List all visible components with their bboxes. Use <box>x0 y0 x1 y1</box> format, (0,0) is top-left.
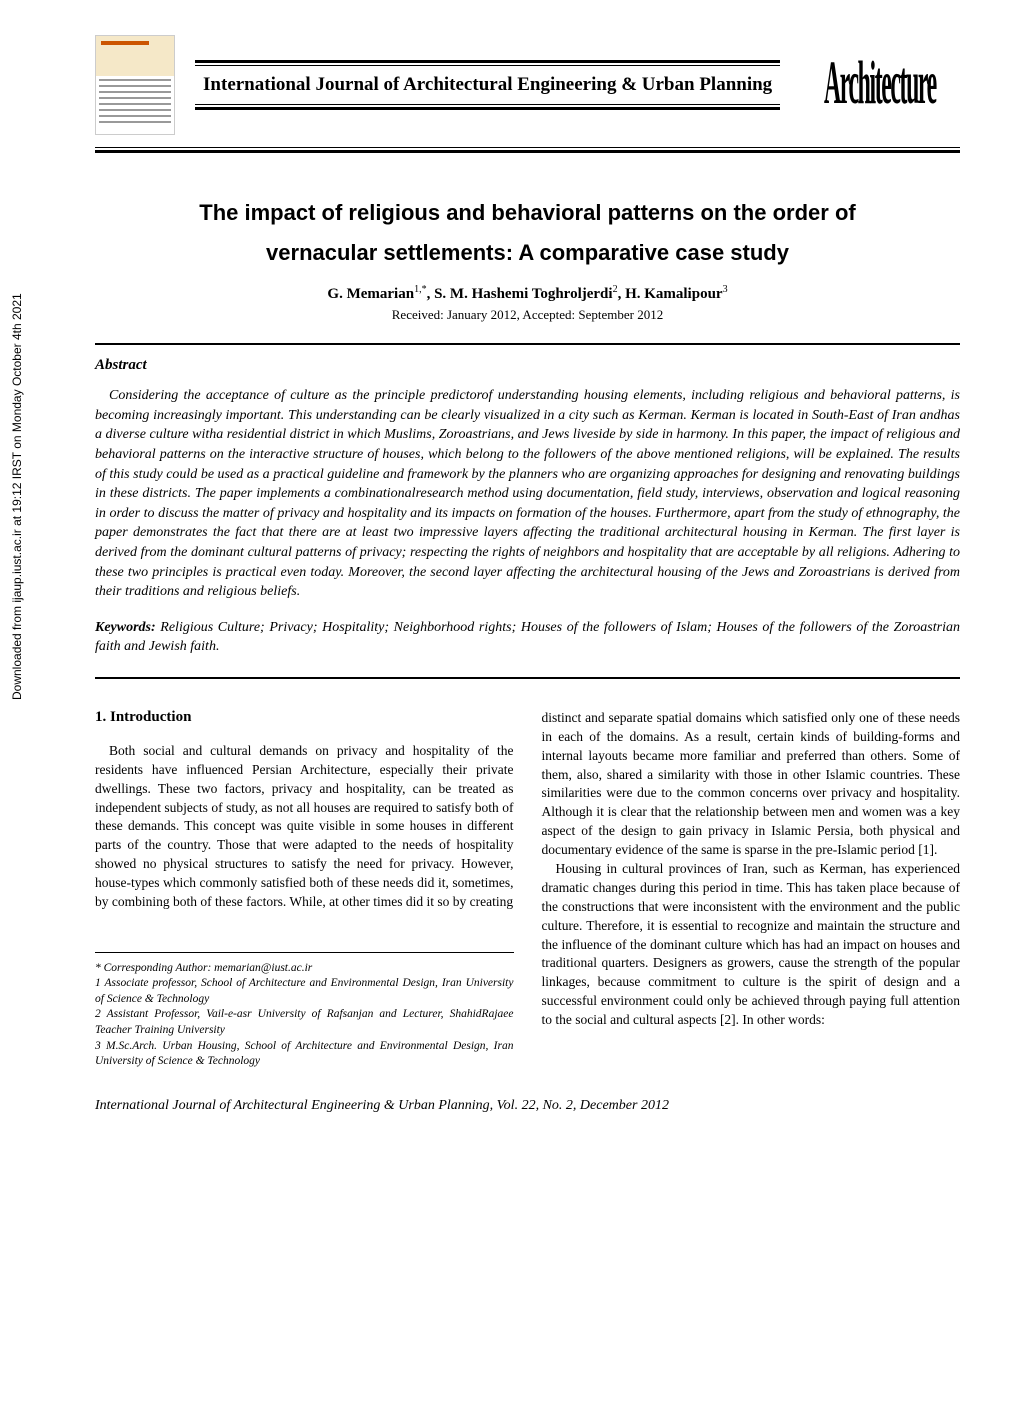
intro-paragraph-3: Housing in cultural provinces of Iran, s… <box>542 860 961 1030</box>
architecture-logo: Architecture <box>824 51 936 119</box>
download-watermark: Downloaded from ijaup.iust.ac.ir at 19:1… <box>10 293 24 700</box>
corresponding-author: * Corresponding Author: memarian@iust.ac… <box>95 961 514 977</box>
article-title-line2: vernacular settlements: A comparative ca… <box>95 233 960 273</box>
left-column: 1. Introduction Both social and cultural… <box>95 709 514 1070</box>
journal-name: International Journal of Architectural E… <box>195 66 780 104</box>
abstract-top-rule <box>95 343 960 345</box>
abstract-heading: Abstract <box>95 357 960 374</box>
header-title-block: International Journal of Architectural E… <box>195 60 780 110</box>
article-title-line1: The impact of religious and behavioral p… <box>95 193 960 233</box>
keywords-text: Religious Culture; Privacy; Hospitality;… <box>95 620 960 655</box>
keywords: Keywords: Religious Culture; Privacy; Ho… <box>95 618 960 657</box>
abstract-text: Considering the acceptance of culture as… <box>95 386 960 602</box>
received-accepted-dates: Received: January 2012, Accepted: Septem… <box>95 307 960 323</box>
footnote-rule <box>95 952 514 953</box>
journal-header: International Journal of Architectural E… <box>95 35 960 135</box>
header-divider <box>95 147 960 153</box>
intro-paragraph-1: Both social and cultural demands on priv… <box>95 742 514 912</box>
abstract-bottom-rule <box>95 677 960 679</box>
affiliation-2: 2 Assistant Professor, Vail-e-asr Univer… <box>95 1007 514 1038</box>
title-block: The impact of religious and behavioral p… <box>95 193 960 323</box>
keywords-label: Keywords: <box>95 620 156 635</box>
authors: G. Memarian1,*, S. M. Hashemi Toghroljer… <box>95 284 960 303</box>
affiliation-3: 3 M.Sc.Arch. Urban Housing, School of Ar… <box>95 1039 514 1070</box>
right-column: distinct and separate spatial domains wh… <box>542 709 961 1070</box>
cover-thumbnail <box>95 35 175 135</box>
affiliation-1: 1 Associate professor, School of Archite… <box>95 976 514 1007</box>
page-footer: International Journal of Architectural E… <box>95 1098 960 1114</box>
intro-paragraph-2: distinct and separate spatial domains wh… <box>542 709 961 860</box>
page-content: International Journal of Architectural E… <box>55 0 1020 1144</box>
body-columns: 1. Introduction Both social and cultural… <box>95 709 960 1070</box>
introduction-heading: 1. Introduction <box>95 709 514 726</box>
